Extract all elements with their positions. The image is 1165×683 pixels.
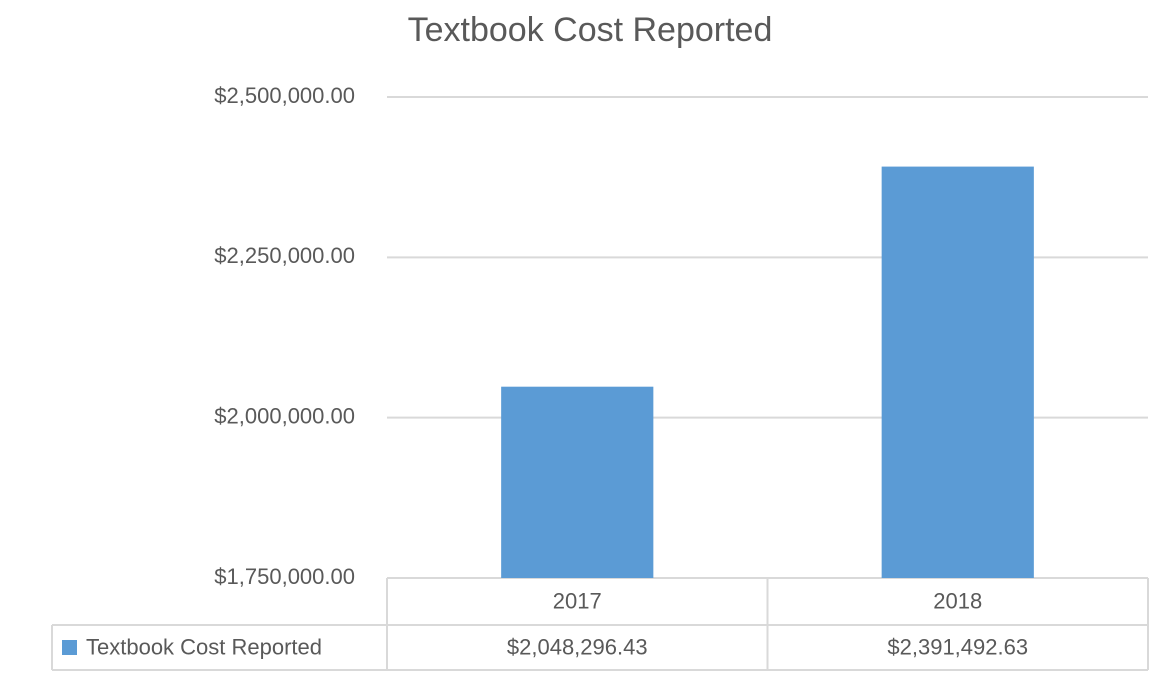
bar — [881, 166, 1034, 578]
table-value: $2,391,492.63 — [887, 634, 1028, 659]
x-tick-label: 2017 — [553, 588, 602, 613]
y-tick-label: $2,250,000.00 — [214, 243, 355, 268]
y-tick-label: $2,500,000.00 — [214, 83, 355, 108]
legend-key — [62, 640, 77, 655]
x-tick-label: 2018 — [933, 588, 982, 613]
y-tick-label: $1,750,000.00 — [214, 564, 355, 589]
legend-label: Textbook Cost Reported — [86, 634, 322, 659]
table-value: $2,048,296.43 — [507, 634, 648, 659]
chart-title: Textbook Cost Reported — [408, 11, 773, 49]
bar — [501, 386, 654, 578]
y-tick-label: $2,000,000.00 — [214, 403, 355, 428]
